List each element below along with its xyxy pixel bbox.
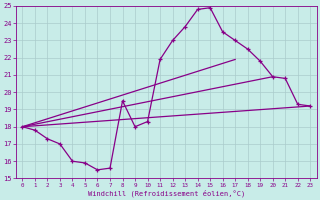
X-axis label: Windchill (Refroidissement éolien,°C): Windchill (Refroidissement éolien,°C) — [88, 189, 245, 197]
